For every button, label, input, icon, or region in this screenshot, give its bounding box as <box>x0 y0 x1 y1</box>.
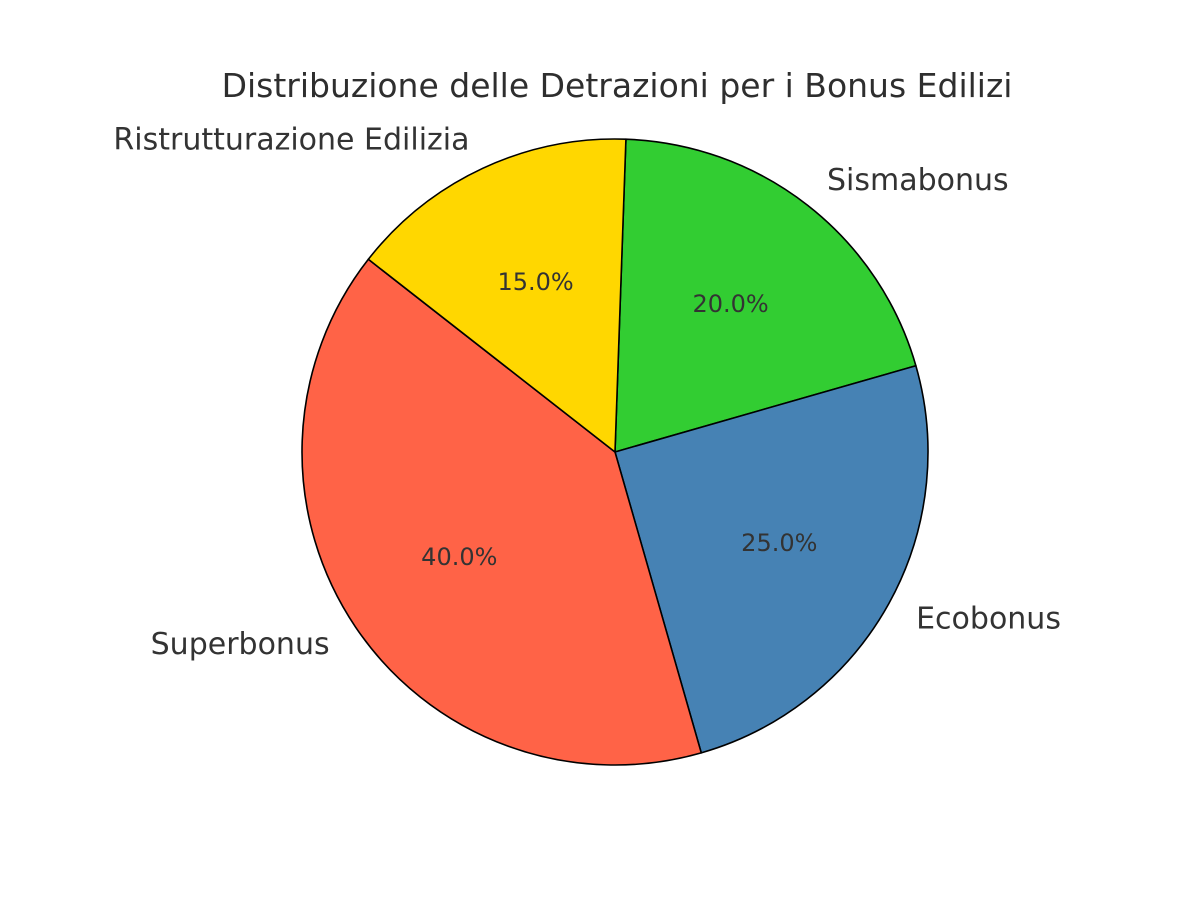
slice-label-sismabonus: Sismabonus <box>827 163 1009 198</box>
pct-label-superbonus: 40.0% <box>421 543 497 571</box>
slice-label-ecobonus: Ecobonus <box>916 601 1061 636</box>
slice-label-superbonus: Superbonus <box>151 627 330 662</box>
pie-slice-ristrutturazione-edilizia <box>367 138 627 453</box>
pct-label-ecobonus: 25.0% <box>741 529 817 557</box>
slice-label-ristrutturazione-edilizia: Ristrutturazione Edilizia <box>113 123 469 158</box>
pie-slice-sismabonus <box>614 138 917 453</box>
pct-label-ristrutturazione-edilizia: 15.0% <box>497 268 573 296</box>
pie-slice-ecobonus <box>614 364 929 754</box>
chart-title: Distribuzione delle Detrazioni per i Bon… <box>222 66 1013 105</box>
pie-slice-superbonus <box>301 258 703 766</box>
pct-label-sismabonus: 20.0% <box>692 290 768 318</box>
